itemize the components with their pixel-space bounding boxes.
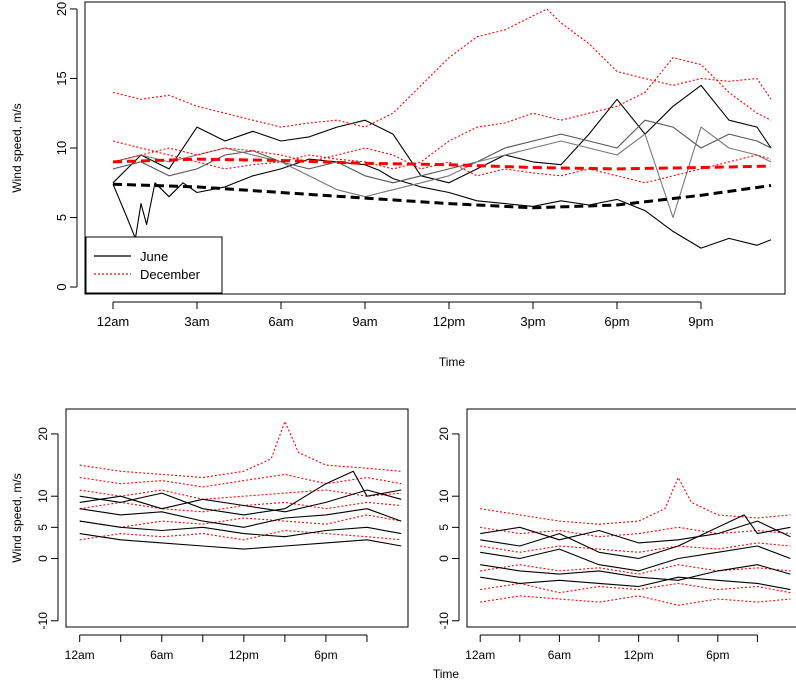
series-line-5 — [79, 514, 402, 528]
series-line-june-2 — [112, 84, 772, 184]
y-axis: 0 5 10 15 20 — [54, 2, 78, 291]
series-line-3 — [480, 542, 791, 553]
plot-frame — [84, 1, 786, 295]
mean-line-december — [112, 157, 772, 171]
series-line-11 — [79, 489, 402, 513]
y-tick-label: 20 — [36, 427, 50, 441]
x-axis-title: Time — [439, 355, 466, 369]
y-axis: -10 0 5 10 20 — [36, 427, 59, 630]
x-tick-label: 6pm — [314, 648, 337, 662]
x-tick-label: 3pm — [520, 314, 545, 329]
x-tick-label: 6am — [150, 648, 173, 662]
x-tick-label: 12pm — [229, 648, 259, 662]
y-tick-label: 0 — [437, 555, 451, 562]
x-tick-label: 6am — [268, 314, 293, 329]
series-line-june-1 — [112, 158, 772, 249]
chart-panel-3: 12am 6am 12pm 6pm -10 0 5 10 20 Time — [433, 408, 796, 681]
x-tick-label: 12am — [465, 648, 495, 662]
plot-frame — [65, 408, 409, 628]
x-tick-label: 12am — [97, 314, 130, 329]
mean-line-june — [112, 182, 772, 210]
series-line-2 — [79, 473, 402, 488]
y-tick-label: 5 — [54, 214, 69, 221]
legend-label: June — [140, 249, 168, 264]
y-tick-label: 15 — [54, 71, 69, 85]
series-line-7 — [480, 514, 791, 560]
x-tick-label: 6am — [548, 648, 571, 662]
series-line-10 — [79, 533, 402, 550]
series-line-7 — [79, 470, 402, 516]
x-axis: 12am 3am 6am 9am 12pm 3pm 6pm 9pm — [97, 301, 714, 329]
y-tick-label: 10 — [54, 141, 69, 155]
x-tick-label: 6pm — [706, 648, 729, 662]
series-line-december-6 — [112, 57, 772, 170]
series-line-10 — [480, 576, 791, 591]
legend: June December — [85, 236, 223, 294]
chart-panel-1: 12am 3am 6am 9am 12pm 3pm 6pm 9pm 0 5 10 15 20 Wind s… — [10, 1, 786, 369]
x-axis: 12am 6am 12pm 6pm — [465, 634, 758, 662]
x-tick-label: 9am — [352, 314, 377, 329]
series-line-6 — [480, 595, 791, 606]
x-tick-label: 9pm — [688, 314, 713, 329]
series-line-june-3 — [112, 119, 772, 184]
plot-frame — [466, 408, 796, 628]
series-line-june-4 — [112, 126, 772, 219]
legend-box — [85, 236, 223, 294]
x-tick-label: 12pm — [624, 648, 654, 662]
series-line-8 — [79, 508, 402, 528]
y-axis-title: Wind speed, m/s — [10, 103, 24, 192]
chart-panel-2: 12am 6am 12pm 6pm -10 0 5 10 20 Wind speed, m/s — [10, 408, 409, 662]
y-tick-label: 10 — [36, 489, 50, 503]
y-tick-label: 20 — [54, 2, 69, 16]
series-line-5 — [480, 582, 791, 594]
x-tick-label: 3am — [184, 314, 209, 329]
series-line-9 — [480, 564, 791, 581]
y-axis: -10 0 5 10 20 — [437, 427, 460, 630]
legend-label: December — [140, 267, 201, 282]
series-line-9 — [79, 520, 402, 538]
x-axis: 12am 6am 12pm 6pm — [65, 634, 368, 662]
x-axis-title: Time — [433, 667, 460, 681]
x-tick-label: 12pm — [433, 314, 466, 329]
series-line-1 — [480, 476, 791, 525]
series-line-1 — [79, 420, 402, 479]
series-line-11 — [480, 520, 791, 544]
y-tick-label: 5 — [437, 524, 451, 531]
y-tick-label: -10 — [437, 612, 451, 630]
y-tick-label: 10 — [437, 489, 451, 503]
y-tick-label: -10 — [36, 612, 50, 630]
x-tick-label: 12am — [65, 648, 95, 662]
y-tick-label: 20 — [437, 427, 451, 441]
y-tick-label: 0 — [36, 555, 50, 562]
series-line-6 — [79, 529, 402, 541]
y-tick-label: 0 — [54, 283, 69, 290]
series-line-2 — [480, 526, 791, 538]
x-tick-label: 6pm — [604, 314, 629, 329]
series-line-december-5 — [112, 8, 772, 128]
y-axis-title: Wind speed, m/s — [10, 473, 24, 562]
chart-panels: 12am 3am 6am 9am 12pm 3pm 6pm 9pm 0 5 10 15 20 Wind s… — [10, 1, 796, 681]
series-line-4 — [480, 564, 791, 575]
series-line-8 — [480, 545, 791, 572]
y-tick-label: 5 — [36, 524, 50, 531]
